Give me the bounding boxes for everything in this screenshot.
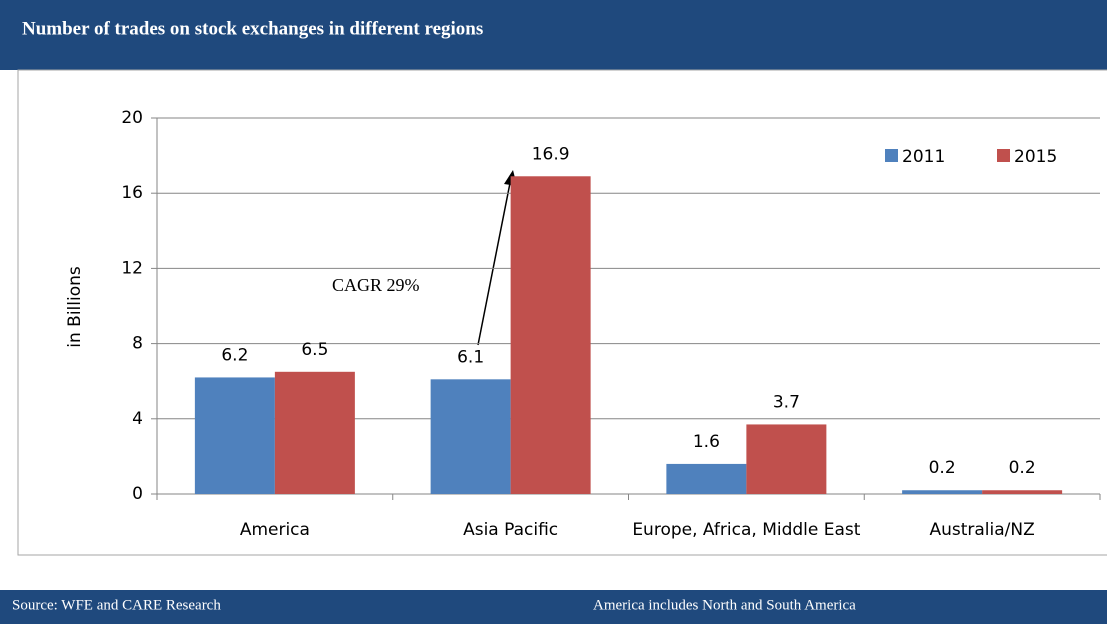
data-label: 1.6 — [693, 432, 720, 452]
bar — [902, 490, 983, 494]
bar — [430, 379, 511, 494]
x-tick-label: Asia Pacific — [463, 520, 558, 540]
y-tick-label: 12 — [121, 258, 143, 278]
header-bar — [0, 0, 1107, 70]
legend-label: 2015 — [1014, 147, 1057, 167]
arrow — [477, 177, 512, 346]
note: America includes North and South America — [593, 597, 856, 613]
bar — [194, 377, 275, 494]
bar — [666, 463, 747, 494]
x-tick-label: Australia/NZ — [929, 520, 1034, 540]
annotation: CAGR 29% — [332, 275, 420, 295]
data-label: 6.2 — [221, 345, 248, 365]
y-tick-label: 4 — [132, 409, 143, 429]
y-tick-label: 8 — [132, 334, 143, 354]
footer-bar — [0, 590, 1107, 624]
data-label: 3.7 — [773, 392, 800, 412]
y-tick-label: 16 — [121, 183, 143, 203]
data-label: 6.5 — [301, 340, 328, 360]
bar — [746, 424, 827, 494]
bar — [510, 176, 591, 494]
data-label: 0.2 — [929, 458, 956, 478]
data-label: 6.1 — [457, 347, 484, 367]
data-label: 16.9 — [532, 144, 570, 164]
bar — [982, 490, 1063, 494]
y-tick-label: 20 — [121, 108, 143, 128]
legend-swatch — [997, 149, 1010, 162]
y-tick-label: 0 — [132, 484, 143, 504]
chart-title: Number of trades on stock exchanges in d… — [22, 18, 483, 39]
bar — [274, 371, 355, 494]
x-tick-label: America — [240, 520, 310, 540]
legend-swatch — [885, 149, 898, 162]
data-label: 0.2 — [1009, 458, 1036, 478]
x-tick-label: Europe, Africa, Middle East — [632, 520, 860, 540]
source: Source: WFE and CARE Research — [12, 597, 221, 613]
legend-label: 2011 — [902, 147, 945, 167]
y-axis-label: in Billions — [65, 266, 85, 348]
